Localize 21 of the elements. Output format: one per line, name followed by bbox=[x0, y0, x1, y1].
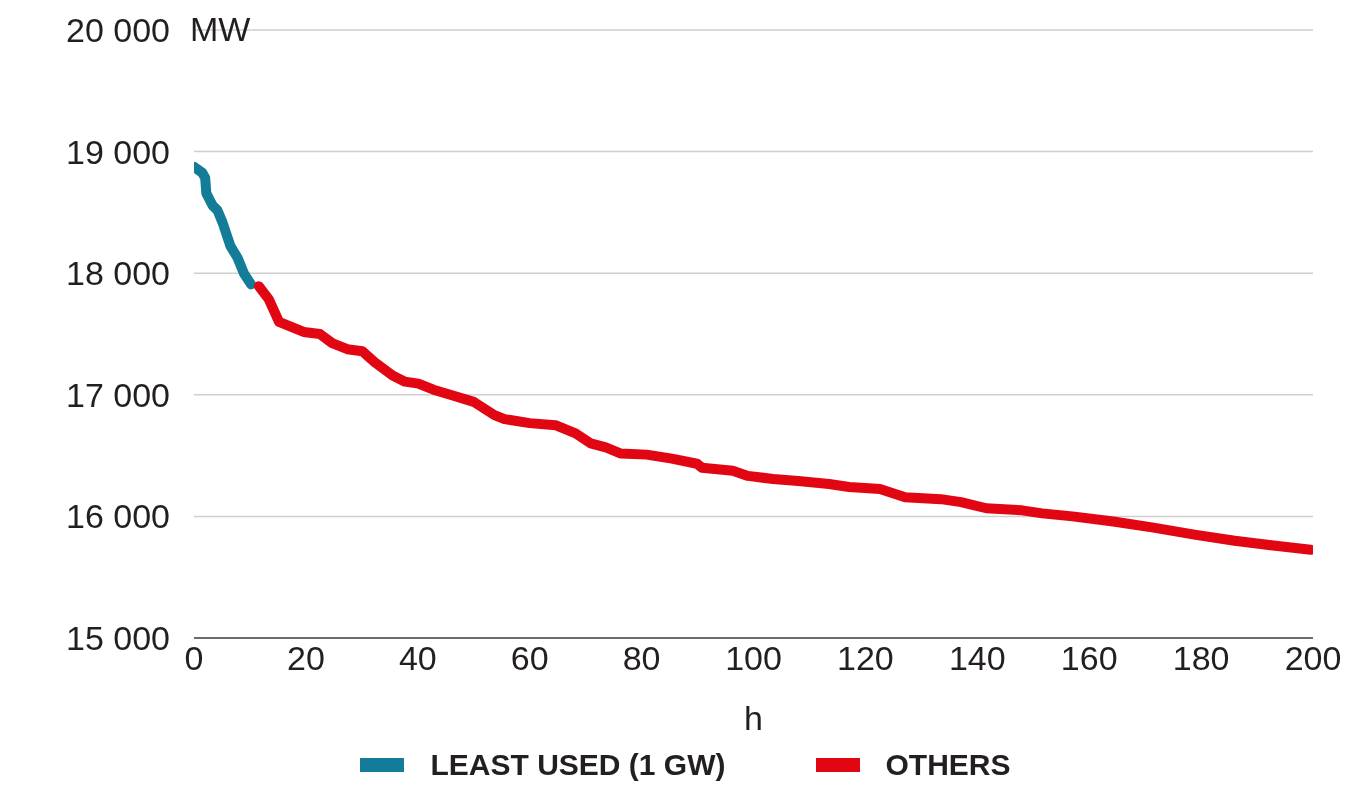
x-tick-label: 40 bbox=[398, 639, 437, 678]
x-tick-label: 180 bbox=[1172, 639, 1230, 678]
x-tick-label: 200 bbox=[1284, 639, 1342, 678]
y-tick-label: 20 000 bbox=[66, 11, 170, 50]
x-tick-label: 80 bbox=[622, 639, 661, 678]
x-tick-label: 160 bbox=[1060, 639, 1118, 678]
x-tick-label: 140 bbox=[948, 639, 1006, 678]
legend-label: LEAST USED (1 GW) bbox=[430, 748, 726, 782]
x-tick-label: 20 bbox=[286, 639, 325, 678]
y-tick-label: 19 000 bbox=[66, 132, 170, 171]
legend-label: OTHERS bbox=[885, 748, 1011, 782]
y-tick-label: 18 000 bbox=[66, 254, 170, 293]
y-tick-label: 16 000 bbox=[66, 497, 170, 536]
x-axis-title: h bbox=[744, 699, 763, 737]
y-tick-label: 15 000 bbox=[66, 619, 170, 658]
x-tick-label: 120 bbox=[837, 639, 894, 678]
x-tick-label: 0 bbox=[184, 639, 204, 678]
y-tick-label: 17 000 bbox=[66, 375, 170, 414]
x-tick-label: 60 bbox=[510, 639, 549, 678]
x-tick-label: 100 bbox=[725, 639, 782, 678]
y-axis-title: MW bbox=[190, 10, 251, 49]
